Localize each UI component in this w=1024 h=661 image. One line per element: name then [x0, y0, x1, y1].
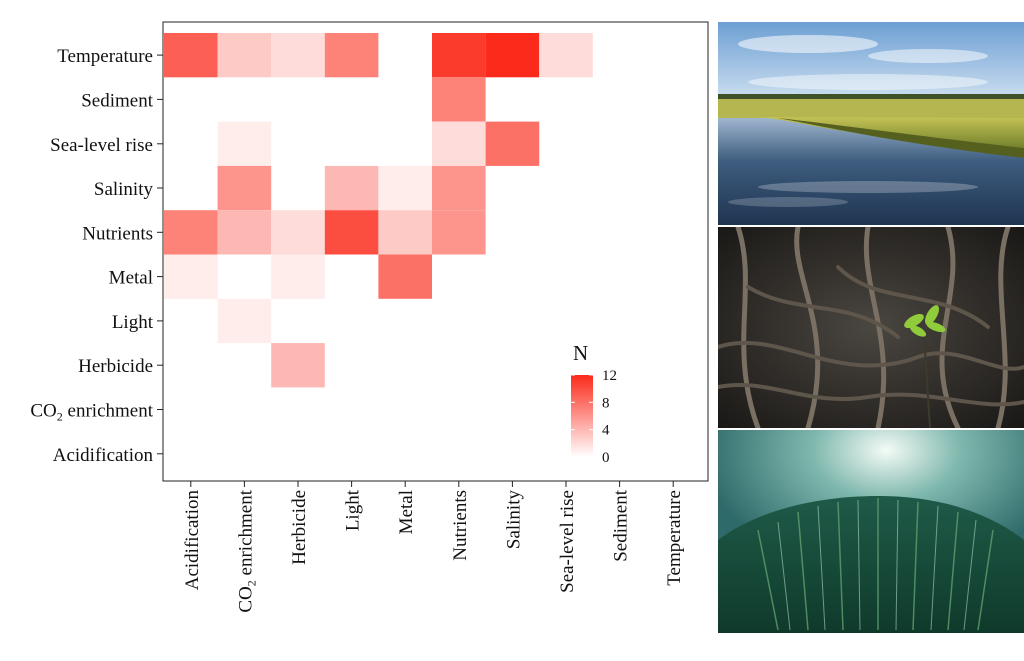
tick-label-text: Salinity	[503, 490, 524, 550]
tick-label-text: Temperature	[664, 490, 685, 586]
tick-label-text: Metal	[396, 490, 417, 534]
tick-label-subscript: 2	[244, 580, 258, 586]
heatmap-cell	[324, 33, 379, 78]
heatmap-cell	[271, 254, 325, 299]
y-tick-label: Metal	[109, 268, 153, 289]
y-tick-label: Light	[112, 312, 154, 333]
heatmap-cell	[378, 254, 432, 299]
legend-tick-label: 8	[602, 395, 610, 411]
tick-label-text: Salinity	[94, 179, 154, 200]
tick-label-text: Sediment	[81, 90, 153, 111]
y-tick-label: Herbicide	[78, 356, 153, 377]
x-tick-label: Salinity	[503, 490, 524, 550]
heatmap-cell	[217, 33, 272, 78]
x-tick-label: Herbicide	[289, 490, 310, 565]
tick-label-text: CO	[235, 586, 256, 612]
y-tick-label: CO2 enrichment	[30, 401, 153, 424]
heatmap-cell	[324, 210, 379, 255]
heatmap-cell	[432, 165, 486, 211]
tick-label-text: Nutrients	[450, 490, 471, 561]
tick-label-text: CO	[30, 401, 56, 422]
x-tick-label: Temperature	[664, 490, 685, 586]
legend-title: N	[573, 341, 588, 365]
heatmap-cell	[217, 121, 272, 166]
salt-marsh-photo	[718, 22, 1024, 225]
x-tick-label: CO2 enrichment	[235, 489, 258, 612]
tick-label-text: Herbicide	[289, 490, 310, 565]
tick-label-tail: enrichment	[63, 401, 154, 422]
mangrove-photo	[718, 227, 1024, 428]
heatmap-cell	[432, 77, 486, 122]
tick-label-tail: enrichment	[235, 489, 256, 580]
tick-label-text: Herbicide	[78, 356, 153, 377]
seagrass-photo	[718, 430, 1024, 633]
y-tick-label: Salinity	[94, 179, 154, 200]
tick-label-text: Sea-level rise	[50, 135, 153, 156]
x-tick-label: Sediment	[611, 489, 632, 561]
legend-tick-label: 12	[602, 368, 617, 384]
tick-label-text: Sediment	[611, 489, 632, 561]
legend-tick-label: 4	[602, 423, 610, 439]
x-tick-label: Light	[343, 489, 364, 531]
heatmap-cell	[217, 210, 272, 255]
tick-label-text: Nutrients	[82, 223, 153, 244]
y-tick-label: Acidification	[53, 445, 154, 466]
x-tick-label: Metal	[396, 490, 417, 534]
x-tick-label: Nutrients	[450, 490, 471, 561]
tick-label-text: Metal	[109, 268, 153, 289]
heatmap-cell	[378, 210, 432, 255]
heatmap-cell	[485, 121, 540, 166]
heatmap-cell	[271, 33, 325, 78]
x-tick-label: Sea-level rise	[557, 490, 578, 593]
heatmap-cell	[271, 343, 325, 388]
heatmap-svg: Temperature Sediment Sea-level rise Salinit…	[30, 21, 709, 613]
tick-label-text: Acidification	[53, 445, 154, 466]
y-tick-label: Sediment	[81, 90, 153, 111]
legend-colorbar	[571, 375, 593, 457]
tick-label-text: Acidification	[182, 490, 203, 591]
tick-label-text: Sea-level rise	[557, 490, 578, 593]
y-tick-label: Sea-level rise	[50, 135, 153, 156]
tick-label-text: Light	[343, 489, 364, 531]
x-tick-label: Acidification	[182, 490, 203, 591]
heatmap-cell	[539, 33, 593, 78]
heatmap-chart: Temperature Sediment Sea-level rise Salinit…	[30, 21, 709, 613]
heatmap-cell	[432, 210, 486, 255]
tick-label-text: Temperature	[57, 46, 153, 67]
y-tick-label: Temperature	[57, 46, 153, 67]
heatmap-cell	[324, 165, 379, 211]
heatmap-cell	[164, 254, 218, 299]
heatmap-cell	[485, 33, 540, 78]
heatmap-cell	[432, 33, 486, 78]
heatmap-cell	[217, 165, 272, 211]
heatmap-cell	[164, 210, 218, 255]
tick-label-text: Light	[112, 312, 154, 333]
heatmap-cell	[271, 210, 325, 255]
heatmap-cell	[217, 298, 272, 344]
heatmap-cell	[432, 121, 486, 166]
heatmap-cell	[164, 33, 218, 78]
y-tick-label: Nutrients	[82, 223, 153, 244]
legend-tick-label: 0	[602, 450, 610, 466]
tick-label-subscript: 2	[57, 410, 63, 424]
heatmap-cell	[378, 165, 432, 211]
